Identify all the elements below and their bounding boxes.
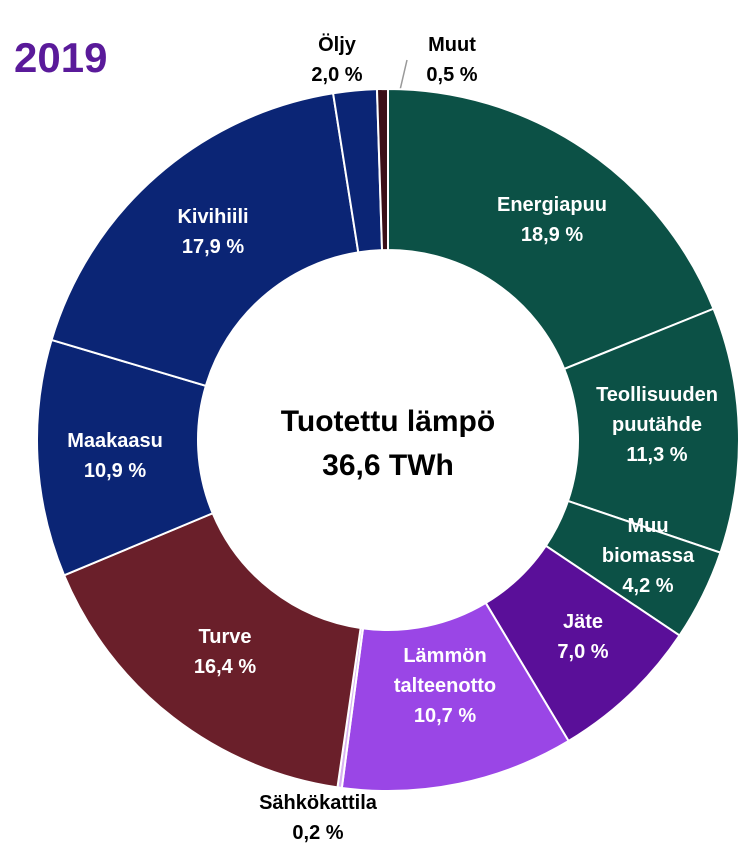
slice: [387, 87, 715, 371]
slice-label: Teollisuuden puutähde 11,3 %: [596, 380, 718, 470]
value-label: 17,9 %: [181, 236, 245, 258]
value-label: 11,3 %: [626, 444, 688, 466]
value-label: 10,9 %: [83, 460, 147, 482]
category-label: Muu biomassa: [601, 515, 695, 567]
value-label: 16,4 %: [193, 656, 257, 678]
category-label: Teollisuuden puutähde: [596, 384, 718, 436]
center-label: Tuotettu lämpö 36,6 TWh: [281, 400, 495, 488]
value-label: 2,0 %: [311, 64, 363, 86]
value-label: 10,7 %: [413, 705, 477, 727]
slice-label: Energiapuu 18,9 %: [497, 190, 607, 250]
slice-label: Jäte 7,0 %: [557, 607, 608, 667]
slice-label: Öljy 2,0 %: [311, 30, 362, 90]
category-label: Turve: [198, 626, 252, 648]
category-label: Lämmön talteenotto: [393, 645, 497, 697]
value-label: 4,2 %: [622, 575, 674, 597]
category-label: Kivihiili: [177, 206, 249, 228]
value-label: 0,5 %: [426, 64, 478, 86]
category-label: Energiapuu: [496, 194, 608, 216]
slice-label: Kivihiili 17,9 %: [177, 202, 248, 262]
center-value: 36,6 TWh: [322, 449, 454, 482]
slice-label: Sähkökattila 0,2 %: [259, 788, 377, 848]
category-label: Sähkökattila: [259, 792, 377, 814]
slice-label: Muut 0,5 %: [426, 30, 477, 90]
value-label: 18,9 %: [520, 224, 584, 246]
slice: [50, 92, 360, 388]
value-label: 7,0 %: [557, 641, 609, 663]
value-label: 0,2 %: [292, 822, 344, 844]
category-label: Öljy: [318, 34, 356, 56]
slice-label: Muu biomassa 4,2 %: [601, 511, 695, 601]
slice-label: Lämmön talteenotto 10,7 %: [393, 641, 497, 731]
slice: [375, 87, 389, 252]
slice-label: Turve 16,4 %: [194, 622, 256, 682]
slice-label: Maakaasu 10,9 %: [67, 426, 163, 486]
chart-title: 2019: [14, 34, 108, 81]
slice: [62, 511, 362, 789]
category-label: Jäte: [562, 611, 604, 633]
category-label: Muut: [428, 34, 476, 56]
category-label: Maakaasu: [67, 430, 163, 452]
center-title: Tuotettu lämpö: [280, 405, 496, 438]
